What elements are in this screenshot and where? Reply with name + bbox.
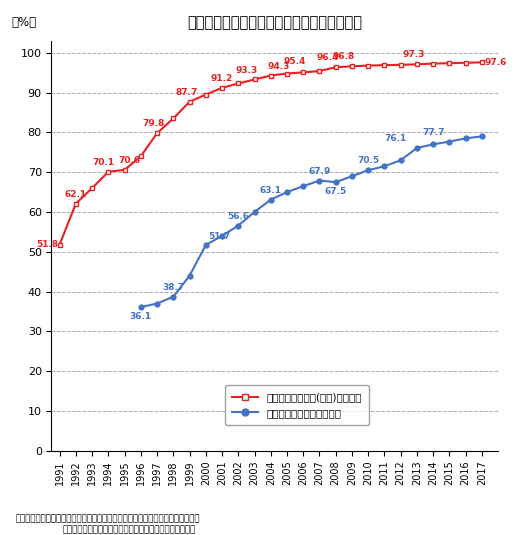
Text: 63.1: 63.1 <box>260 186 282 195</box>
Text: 96.8: 96.8 <box>333 52 355 61</box>
Text: 70.6: 70.6 <box>118 156 141 165</box>
Text: 96.4: 96.4 <box>316 54 339 63</box>
Text: 51.7: 51.7 <box>208 232 231 241</box>
Text: 67.5: 67.5 <box>325 187 347 196</box>
Text: 87.7: 87.7 <box>175 88 198 97</box>
Text: 出典：経済産業省「工業統計」／総務省「経済センサス」、財務省「貿易統計」: 出典：経済産業省「工業統計」／総務省「経済センサス」、財務省「貿易統計」 <box>16 515 200 524</box>
Text: 95.4: 95.4 <box>284 57 306 66</box>
Text: （%）: （%） <box>12 16 37 28</box>
Text: 56.6: 56.6 <box>227 212 249 221</box>
Text: 79.8: 79.8 <box>143 119 165 128</box>
Text: 36.1: 36.1 <box>130 312 152 321</box>
Text: 97.3: 97.3 <box>403 50 425 59</box>
Text: 51.8: 51.8 <box>36 240 58 249</box>
Text: 97.6: 97.6 <box>484 58 507 67</box>
Text: 70.5: 70.5 <box>357 156 379 165</box>
Text: 日本繊維輸入組合「日本のアパレル　市場と輸入品概況」: 日本繊維輸入組合「日本のアパレル 市場と輸入品概況」 <box>63 525 196 534</box>
Title: 国内アパレル市場における衣類の輸入浸透率: 国内アパレル市場における衣類の輸入浸透率 <box>187 15 362 30</box>
Text: 91.2: 91.2 <box>211 74 233 83</box>
Text: 76.1: 76.1 <box>385 134 407 143</box>
Text: 77.7: 77.7 <box>422 128 445 137</box>
Text: 38.7: 38.7 <box>162 283 185 292</box>
Legend: 輸入浸透率（数量(点数)ベース）, 輸入浸透率（金額ベース）: 輸入浸透率（数量(点数)ベース）, 輸入浸透率（金額ベース） <box>225 385 369 425</box>
Text: 93.3: 93.3 <box>235 66 257 75</box>
Text: 67.9: 67.9 <box>308 167 331 176</box>
Text: 62.1: 62.1 <box>65 190 87 199</box>
Text: 94.3: 94.3 <box>268 62 290 71</box>
Text: 70.1: 70.1 <box>93 158 115 167</box>
